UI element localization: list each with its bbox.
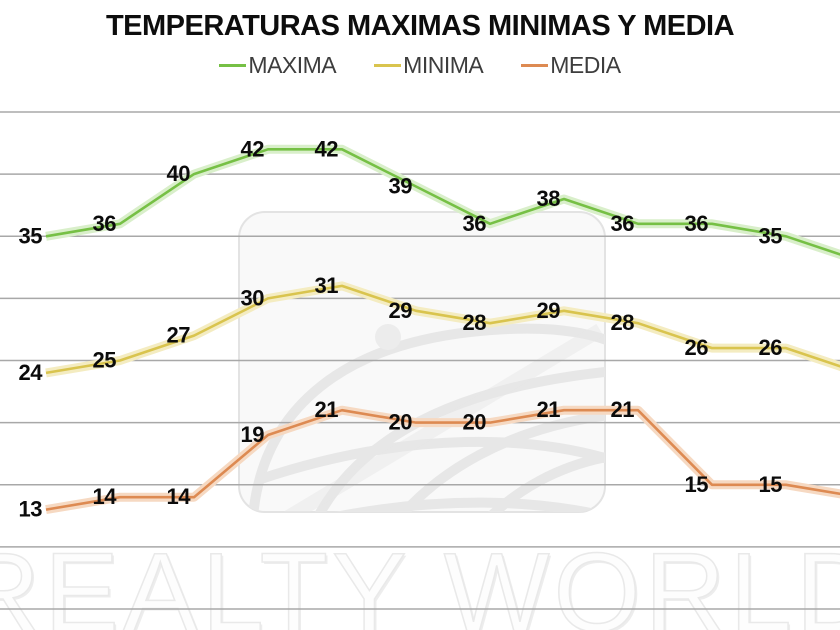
series-line-minima xyxy=(45,284,840,375)
data-label-maxima: 36 xyxy=(463,211,487,236)
chart-header: TEMPERATURAS MAXIMAS MINIMAS Y MEDIA MAX… xyxy=(0,0,840,79)
legend-item-minima: MINIMA xyxy=(374,52,484,79)
series-line-maxima xyxy=(45,148,840,256)
watermark-brand-text: REALTY WORLD REALTY WORLD xyxy=(0,529,840,630)
legend-dash-minima-icon xyxy=(374,64,402,67)
data-label-minima: 27 xyxy=(167,323,191,348)
data-label-maxima: 36 xyxy=(611,211,635,236)
data-label-minima: 26 xyxy=(685,335,709,360)
series-data-labels: 35 36 40 42 42 39 36 38 36 36 35 24 25 27 30 31 29 28 29 28… xyxy=(19,136,783,521)
gridlines xyxy=(0,111,840,610)
data-label-minima: 28 xyxy=(463,310,487,335)
data-label-media: 19 xyxy=(241,422,265,447)
data-label-maxima: 36 xyxy=(685,211,709,236)
data-label-media: 14 xyxy=(93,484,118,509)
data-label-maxima: 36 xyxy=(93,211,117,236)
globe-arcs-icon xyxy=(246,323,605,512)
data-label-media: 15 xyxy=(685,472,709,497)
series-line-media xyxy=(45,408,840,511)
data-label-maxima: 42 xyxy=(315,136,339,161)
legend-label-maxima: MAXIMA xyxy=(248,52,337,78)
legend-dash-maxima-icon xyxy=(219,64,247,67)
legend-dash-media-icon xyxy=(521,64,549,67)
data-label-minima: 30 xyxy=(241,285,265,310)
data-label-media: 14 xyxy=(167,484,192,509)
data-label-media: 21 xyxy=(315,397,339,422)
watermark-text: REALTY WORLD xyxy=(0,530,840,630)
watermark-globe-logo xyxy=(238,211,606,513)
data-label-minima: 29 xyxy=(537,298,561,323)
data-label-minima: 25 xyxy=(93,348,117,373)
data-label-maxima: 35 xyxy=(19,223,43,248)
data-label-minima: 24 xyxy=(19,360,44,385)
data-label-media: 21 xyxy=(611,397,635,422)
data-label-media: 20 xyxy=(389,410,413,435)
legend-item-maxima: MAXIMA xyxy=(219,52,337,79)
data-label-media: 15 xyxy=(759,472,783,497)
data-label-maxima: 42 xyxy=(241,136,265,161)
data-label-maxima: 38 xyxy=(537,186,561,211)
chart-legend: MAXIMA MINIMA MEDIA xyxy=(0,52,840,79)
data-label-minima: 26 xyxy=(759,335,783,360)
data-label-minima: 29 xyxy=(389,298,413,323)
data-label-minima: 31 xyxy=(315,273,339,298)
data-label-maxima: 35 xyxy=(759,223,783,248)
legend-label-media: MEDIA xyxy=(550,52,621,78)
svg-text:REALTY WORLD: REALTY WORLD xyxy=(0,532,840,630)
legend-item-media: MEDIA xyxy=(521,52,621,79)
data-label-media: 20 xyxy=(463,410,487,435)
series-lines xyxy=(45,144,840,515)
data-label-media: 21 xyxy=(537,397,561,422)
data-label-maxima: 39 xyxy=(389,174,413,199)
legend-label-minima: MINIMA xyxy=(403,52,484,78)
data-label-media: 13 xyxy=(19,497,43,522)
chart-title: TEMPERATURAS MAXIMAS MINIMAS Y MEDIA xyxy=(105,10,735,42)
data-label-minima: 28 xyxy=(611,310,635,335)
data-label-maxima: 40 xyxy=(167,161,191,186)
